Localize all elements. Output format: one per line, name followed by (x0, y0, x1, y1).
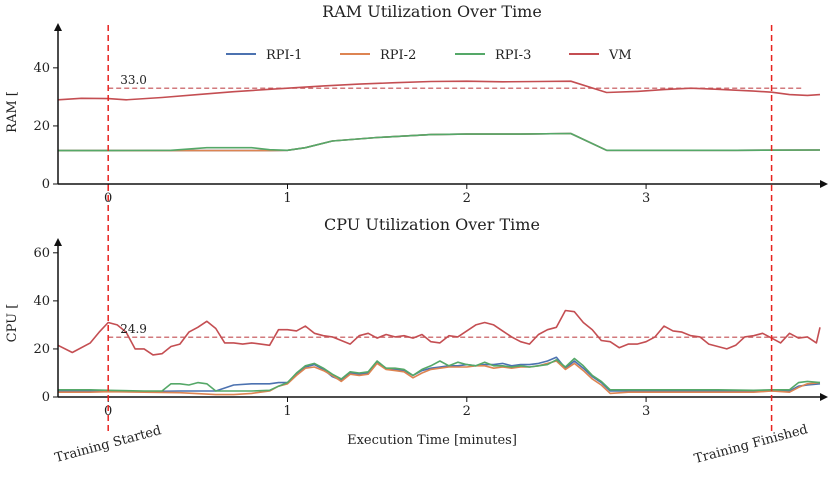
ram-x-tick-label: 2 (463, 191, 471, 206)
ram-x-axis-arrow (820, 180, 828, 188)
cpu-series-vm (57, 309, 821, 356)
legend-rpi-3-label: RPI-3 (495, 48, 531, 63)
cpu-y-tick-label: 20 (33, 342, 50, 357)
cpu-y-axis-arrow (54, 238, 62, 246)
ram-series-vm (57, 80, 821, 101)
ram-y-axis-arrow (54, 23, 62, 31)
legend-rpi-1-label: RPI-1 (266, 48, 302, 63)
ram-mean-label: 33.0 (120, 73, 147, 87)
cpu-y-axis-label: CPU [ (5, 304, 20, 343)
ram-plot-area (57, 80, 821, 152)
cpu-x-tick-label: 0 (104, 404, 112, 419)
ram-x-tick-label: 1 (283, 191, 291, 206)
cpu-x-tick-label: 2 (463, 404, 471, 419)
training-finished-label: Training Finished (693, 422, 810, 467)
cpu-chart: CPU Utilization Over Time CPU [ 0 1 2 3 0 20 4… (5, 215, 828, 448)
legend-rpi-2-label: RPI-2 (380, 48, 416, 63)
cpu-x-tick-label: 1 (283, 404, 291, 419)
ram-series-rpi-1 (58, 132, 821, 152)
ram-legend: RPI-1 RPI-2 RPI-3 VM (226, 48, 632, 63)
ram-series-rpi-2 (58, 132, 821, 152)
ram-x-tick-label: 3 (642, 191, 650, 206)
cpu-series-rpi-3 (58, 357, 821, 392)
ram-series-rpi-3 (58, 132, 821, 152)
cpu-plot-area (57, 309, 821, 396)
ram-y-tick-label: 20 (33, 119, 50, 134)
cpu-x-axis-arrow (820, 393, 828, 401)
ram-chart: RAM Utilization Over Time RAM [ 01230204… (5, 2, 828, 206)
cpu-y-tick-label: 40 (33, 294, 50, 309)
cpu-mean-label: 24.9 (120, 322, 147, 336)
ram-y-axis-label: RAM [ (5, 91, 20, 133)
ram-y-tick-label: 0 (42, 177, 50, 192)
cpu-y-tick-label: 0 (42, 390, 50, 405)
cpu-x-axis-label: Execution Time [minutes] (347, 433, 517, 448)
legend-vm-label: VM (608, 48, 632, 63)
cpu-series-rpi-1 (58, 356, 821, 393)
ram-chart-title: RAM Utilization Over Time (322, 2, 542, 21)
cpu-tick-group: 0 1 2 3 0 20 40 60 (33, 246, 650, 419)
cpu-y-tick-label: 60 (33, 246, 50, 261)
cpu-chart-title: CPU Utilization Over Time (324, 215, 540, 234)
cpu-x-tick-label: 3 (642, 404, 650, 419)
ram-y-tick-label: 40 (33, 61, 50, 76)
